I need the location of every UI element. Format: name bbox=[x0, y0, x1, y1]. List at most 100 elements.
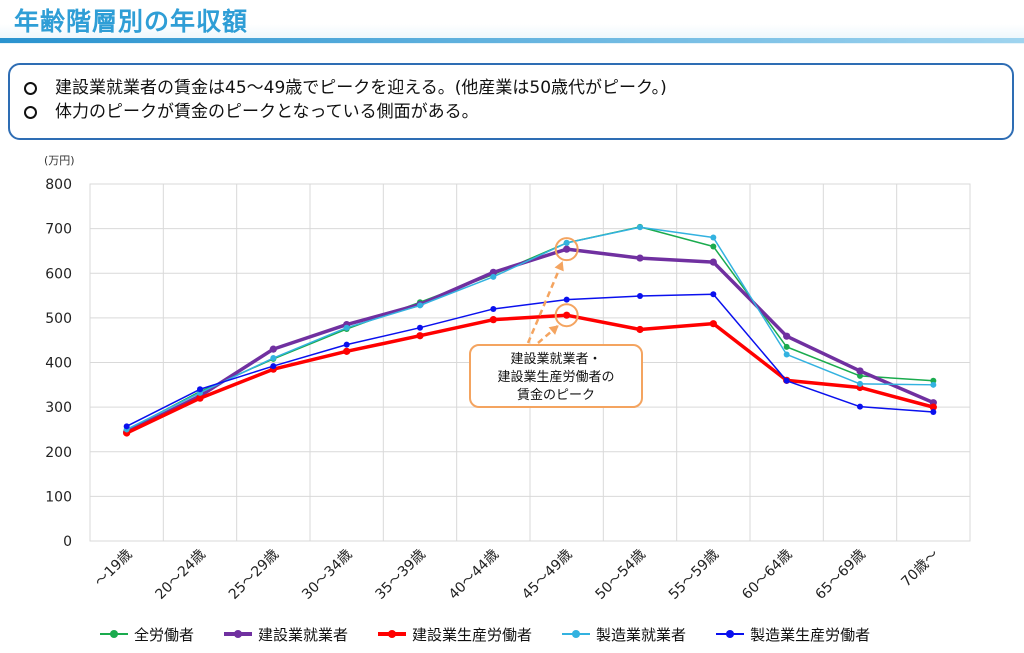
legend-label: 建設業生産労働者 bbox=[412, 625, 533, 644]
x-tick-label: 45～49歳 bbox=[519, 547, 575, 603]
annotation-callout-box bbox=[469, 344, 643, 408]
data-point bbox=[563, 311, 571, 319]
data-point bbox=[857, 372, 863, 379]
y-tick-label: 200 bbox=[45, 445, 72, 461]
legend-label: 製造業生産労働者 bbox=[750, 625, 871, 644]
annotation-text: 建設業生産労働者の bbox=[497, 369, 614, 385]
data-point bbox=[710, 291, 717, 298]
data-point bbox=[489, 316, 497, 324]
data-point bbox=[417, 324, 423, 331]
data-point bbox=[490, 305, 497, 312]
annotation-arrowhead bbox=[548, 325, 559, 335]
chart-legend: 全労働者 建設業就業者 建設業生産労働者 製造業就業者 製造業生産労働者 bbox=[100, 622, 1000, 646]
x-tick-label: 70歳～ bbox=[898, 547, 942, 591]
legend-label: 製造業就業者 bbox=[596, 625, 687, 644]
data-point bbox=[709, 320, 717, 328]
x-tick-label: 65～69歳 bbox=[813, 547, 869, 603]
summary-note-1-text: 建設業就業者の賃金は45～49歳でピークを迎える。(他産業は50歳代がピーク。) bbox=[55, 78, 667, 98]
legend-label: 全労働者 bbox=[134, 625, 195, 644]
legend-swatch bbox=[716, 630, 745, 638]
data-point bbox=[857, 403, 863, 410]
data-point bbox=[490, 273, 497, 280]
data-point bbox=[710, 234, 717, 241]
data-point bbox=[856, 367, 864, 375]
legend-label: 建設業就業者 bbox=[258, 625, 349, 644]
legend-item: 全労働者 bbox=[100, 624, 194, 645]
data-point bbox=[123, 423, 130, 430]
y-tick-label: 700 bbox=[45, 222, 72, 238]
data-point bbox=[343, 341, 350, 348]
data-point bbox=[563, 239, 570, 246]
x-tick-label: 20～24歳 bbox=[153, 547, 209, 603]
y-tick-label: 400 bbox=[45, 356, 72, 372]
x-tick-label: 40～44歳 bbox=[446, 547, 502, 603]
legend-item: 建設業就業者 bbox=[224, 624, 348, 645]
data-point bbox=[710, 243, 717, 250]
data-point bbox=[343, 324, 350, 331]
data-point bbox=[930, 409, 937, 416]
annotation-text: 賃金のピーク bbox=[517, 387, 595, 403]
x-tick-label: ～19歳 bbox=[92, 547, 136, 591]
x-tick-label: 35～39歳 bbox=[373, 547, 429, 603]
peak-highlight-ring bbox=[554, 303, 579, 328]
y-tick-label: 300 bbox=[45, 400, 72, 416]
summary-note-2: 体力のピークが賃金のピークとなっている側面がある。 bbox=[24, 100, 998, 124]
y-tick-label: 800 bbox=[45, 177, 72, 193]
legend-item: 製造業就業者 bbox=[562, 624, 686, 645]
data-point bbox=[343, 347, 351, 355]
title-underline bbox=[0, 38, 1024, 43]
annotation-arrow bbox=[526, 260, 564, 344]
y-tick-label: 600 bbox=[45, 266, 72, 282]
summary-note-1: 建設業就業者の賃金は45～49歳でピークを迎える。(他産業は50歳代がピーク。) bbox=[24, 76, 998, 100]
data-point bbox=[783, 351, 790, 358]
y-tick-label: 500 bbox=[45, 311, 72, 327]
data-point bbox=[270, 355, 277, 362]
series-line bbox=[125, 247, 935, 434]
legend-swatch bbox=[100, 630, 128, 638]
peak-highlight-ring bbox=[554, 237, 579, 262]
y-axis-unit-label: (万円) bbox=[44, 154, 75, 167]
data-point bbox=[709, 258, 717, 266]
summary-note-2-text: 体力のピークが賃金のピークとなっている側面がある。 bbox=[55, 102, 479, 122]
y-tick-label: 0 bbox=[63, 534, 72, 550]
annotation-text: 建設業就業者・ bbox=[510, 351, 601, 367]
legend-swatch bbox=[224, 630, 253, 638]
circle-bullet-icon bbox=[24, 105, 37, 119]
summary-note-box: 建設業就業者の賃金は45～49歳でピークを迎える。(他産業は50歳代がピーク。)… bbox=[8, 63, 1014, 140]
data-point bbox=[563, 245, 571, 253]
data-point bbox=[563, 296, 570, 303]
x-tick-label: 25～29歳 bbox=[226, 547, 282, 603]
series-line bbox=[125, 313, 934, 435]
annotation-arrowhead bbox=[554, 261, 564, 272]
x-tick-label: 50～54歳 bbox=[593, 547, 649, 603]
data-point bbox=[270, 363, 277, 370]
page-title: 年齢階層別の年収額 bbox=[14, 7, 249, 36]
legend-swatch bbox=[562, 630, 591, 638]
x-tick-label: 30～34歳 bbox=[299, 547, 355, 603]
x-tick-label: 55～59歳 bbox=[666, 547, 722, 603]
series-line bbox=[126, 293, 934, 427]
data-point bbox=[197, 386, 203, 393]
data-point bbox=[489, 268, 497, 276]
series-line bbox=[126, 226, 934, 431]
data-point bbox=[417, 302, 423, 309]
data-point bbox=[783, 377, 790, 384]
y-tick-label: 100 bbox=[45, 489, 72, 505]
data-point bbox=[857, 380, 863, 387]
data-point bbox=[783, 343, 790, 350]
data-point bbox=[636, 254, 644, 262]
legend-swatch bbox=[378, 630, 407, 638]
data-point bbox=[783, 332, 791, 340]
x-tick-label: 60～64歳 bbox=[739, 547, 795, 603]
data-point bbox=[636, 325, 644, 334]
data-point bbox=[269, 345, 277, 353]
data-point bbox=[637, 224, 643, 231]
data-point bbox=[930, 381, 937, 388]
data-point bbox=[416, 332, 424, 340]
legend-item: 製造業生産労働者 bbox=[716, 624, 870, 645]
data-point bbox=[196, 394, 204, 402]
circle-bullet-icon bbox=[24, 81, 37, 95]
legend-item: 建設業生産労働者 bbox=[378, 624, 532, 645]
title-bar: 年齢階層別の年収額 bbox=[0, 0, 1024, 44]
